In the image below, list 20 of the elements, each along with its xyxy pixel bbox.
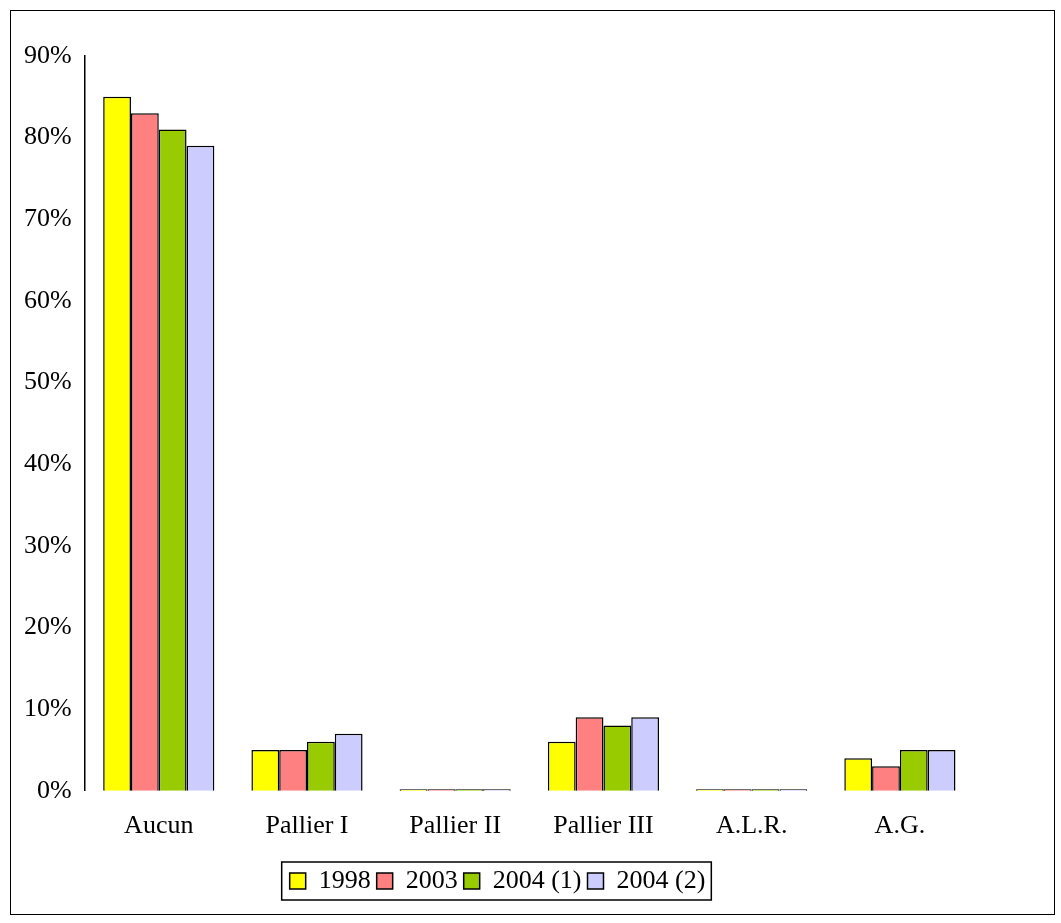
y-tick-label: 20%: [23, 611, 72, 641]
y-tick-label: 10%: [23, 692, 72, 722]
x-tick-label: A.G.: [874, 810, 926, 840]
legend-label: 2004 (1): [492, 864, 582, 894]
y-tick-label: 30%: [23, 529, 72, 559]
y-tick-label: 0%: [36, 774, 72, 804]
y-tick-label: 50%: [23, 366, 72, 396]
x-tick-label: Aucun: [124, 810, 194, 840]
x-tick-label: A.L.R.: [715, 810, 788, 840]
x-tick-label: Pallier III: [553, 810, 654, 840]
legend-label: 2004 (2): [616, 864, 706, 894]
legend-label: 2003: [405, 864, 458, 894]
y-tick-label: 40%: [23, 448, 72, 478]
x-tick-label: Pallier I: [265, 810, 349, 840]
legend-label: 1998: [318, 864, 371, 894]
y-tick-label: 90%: [23, 39, 72, 69]
y-tick-label: 70%: [23, 203, 72, 233]
y-tick-label: 80%: [23, 121, 72, 151]
x-tick-label: Pallier II: [409, 810, 502, 840]
y-tick-label: 60%: [23, 284, 72, 314]
